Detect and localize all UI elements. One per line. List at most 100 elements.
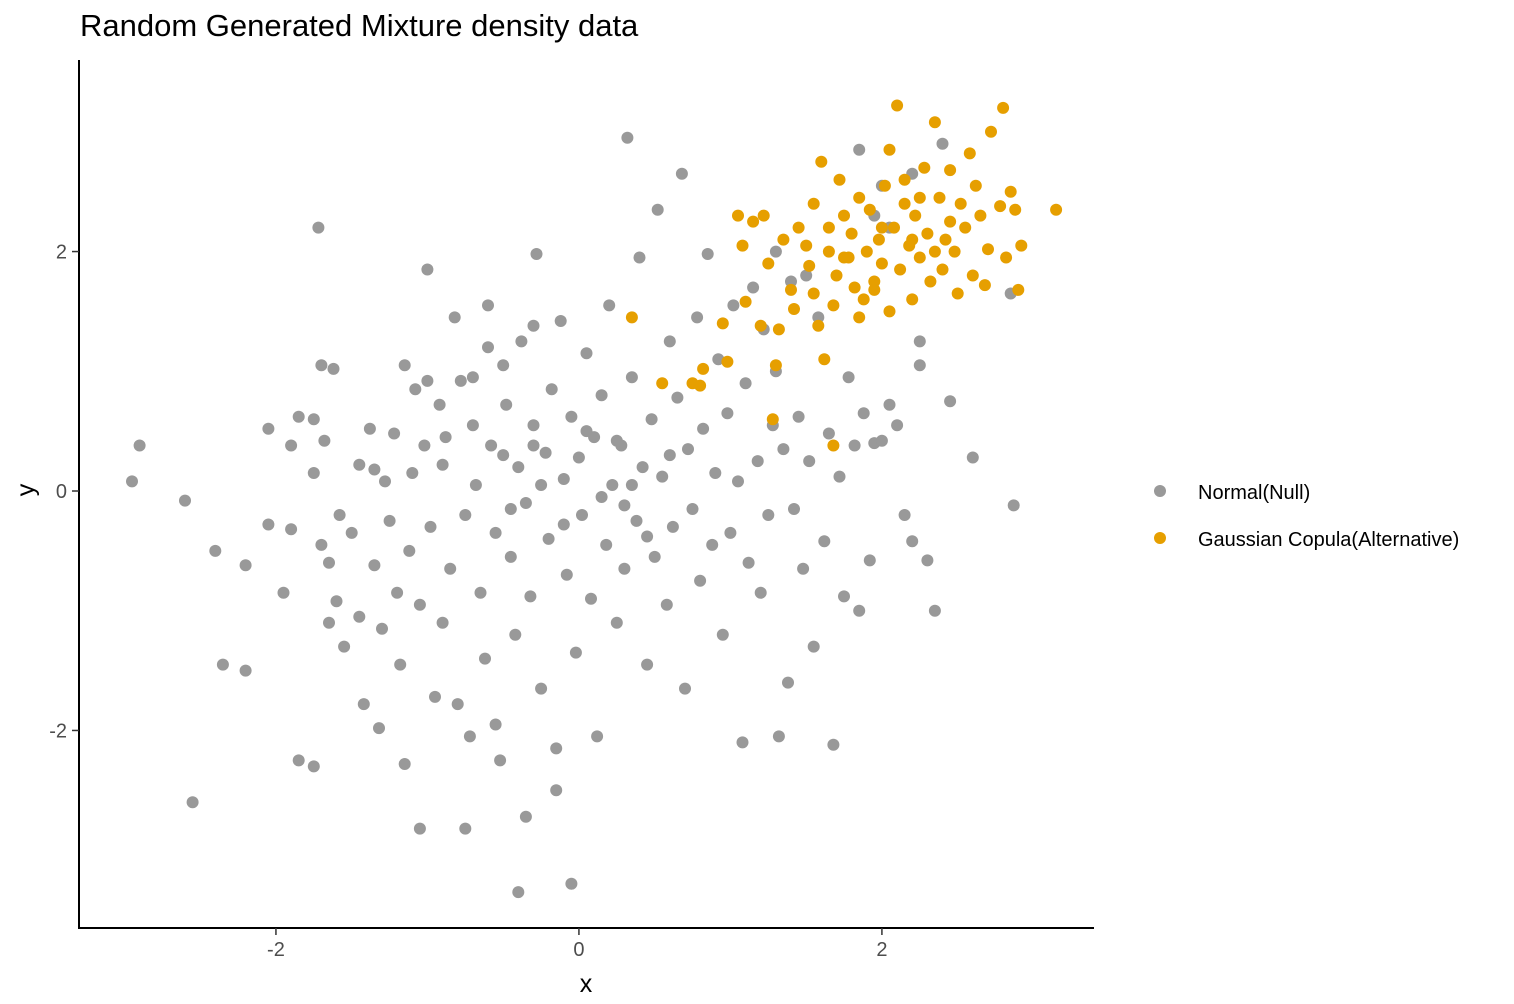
normal-point-78 [524, 590, 537, 603]
normal-point-59 [451, 698, 464, 711]
normal-point-126 [706, 538, 719, 551]
normal-point-31 [357, 698, 370, 711]
normal-point-147 [785, 275, 797, 288]
normal-point-107 [633, 251, 646, 264]
normal-point-76 [515, 335, 528, 348]
copula-point-9 [739, 295, 752, 308]
normal-point-2 [179, 494, 191, 507]
copula-point-69 [982, 243, 994, 256]
x-tick-label-2: 2 [876, 939, 887, 961]
ticks-layer: -2 0 2 -2 0 2 [49, 242, 887, 961]
normal-point-172 [928, 604, 941, 617]
copula-point-50 [909, 209, 922, 222]
normal-point-5 [216, 658, 229, 671]
normal-point-162 [857, 407, 870, 420]
copula-point-26 [818, 353, 831, 366]
normal-point-186 [550, 784, 563, 797]
normal-point-42 [398, 359, 411, 372]
normal-point-170 [913, 359, 926, 372]
copula-point-30 [833, 173, 846, 186]
normal-point-38 [383, 514, 396, 527]
normal-point-166 [883, 398, 896, 411]
copula-point-46 [894, 263, 907, 276]
normal-point-121 [686, 503, 699, 515]
normal-point-61 [459, 509, 472, 521]
copula-point-0 [625, 311, 638, 324]
copula-point-63 [959, 221, 972, 234]
copula-point-36 [857, 293, 870, 306]
normal-point-21 [318, 434, 331, 447]
normal-point-169 [906, 535, 919, 548]
copula-point-66 [969, 179, 982, 192]
normal-point-60 [454, 374, 467, 387]
normal-point-119 [679, 682, 691, 695]
normal-point-57 [444, 562, 457, 575]
copula-point-6 [721, 355, 734, 368]
normal-point-197 [535, 479, 548, 491]
copula-point-8 [736, 239, 749, 252]
copula-point-21 [800, 239, 813, 252]
normal-point-105 [625, 371, 638, 384]
chart-title: Random Generated Mixture density data [80, 8, 639, 43]
normal-point-149 [792, 410, 805, 423]
copula-point-20 [792, 221, 805, 234]
copula-point-23 [807, 197, 820, 210]
normal-point-139 [754, 586, 767, 599]
normal-point-92 [576, 509, 588, 521]
copula-point-90 [875, 221, 888, 234]
normal-point-195 [421, 374, 434, 387]
normal-point-54 [436, 458, 449, 471]
copula-point-1 [656, 377, 669, 390]
normal-point-193 [527, 319, 540, 332]
copula-point-41 [875, 257, 888, 270]
normal-point-114 [660, 598, 673, 611]
normal-point-40 [391, 586, 404, 599]
copula-point-80 [853, 311, 866, 324]
normal-point-156 [827, 738, 840, 751]
normal-point-104 [621, 131, 634, 144]
copula-point-83 [898, 173, 911, 186]
normal-point-94 [585, 592, 597, 605]
x-axis-title: x [580, 970, 593, 998]
normal-point-56 [439, 431, 452, 444]
normal-point-205 [580, 425, 593, 438]
normal-point-85 [550, 742, 563, 755]
normal-point-65 [474, 586, 487, 599]
y-tick-label-2: 2 [56, 242, 67, 264]
normal-point-123 [694, 574, 707, 587]
normal-point-46 [409, 383, 422, 396]
normal-point-72 [500, 398, 513, 411]
copula-point-61 [951, 287, 964, 300]
copula-point-35 [853, 191, 866, 204]
copula-point-58 [939, 233, 952, 246]
normal-point-51 [424, 520, 437, 533]
normal-point-135 [739, 377, 752, 390]
normal-point-181 [936, 137, 949, 150]
normal-point-6 [239, 559, 252, 572]
normal-point-122 [691, 311, 704, 324]
normal-point-144 [772, 730, 785, 743]
normal-point-87 [557, 473, 570, 485]
copula-point-3 [694, 379, 707, 392]
normal-point-36 [376, 622, 388, 635]
normal-point-160 [848, 439, 861, 452]
normal-point-145 [777, 443, 790, 456]
y-tick-label-0: -2 [49, 720, 67, 742]
copula-point-5 [716, 317, 729, 330]
normal-point-84 [545, 383, 558, 396]
normal-point-15 [307, 760, 320, 773]
copula-point-28 [827, 299, 840, 312]
copula-point-75 [1009, 203, 1022, 216]
normal-point-200 [641, 530, 654, 543]
normal-point-108 [636, 461, 649, 474]
points-layer [126, 99, 1063, 899]
normal-point-34 [368, 559, 381, 572]
normal-point-9 [262, 518, 275, 531]
normal-point-184 [800, 269, 813, 282]
normal-point-167 [891, 419, 904, 432]
copula-point-39 [868, 275, 881, 288]
normal-point-154 [818, 535, 831, 548]
normal-point-138 [751, 455, 764, 468]
normal-point-12 [285, 523, 298, 536]
